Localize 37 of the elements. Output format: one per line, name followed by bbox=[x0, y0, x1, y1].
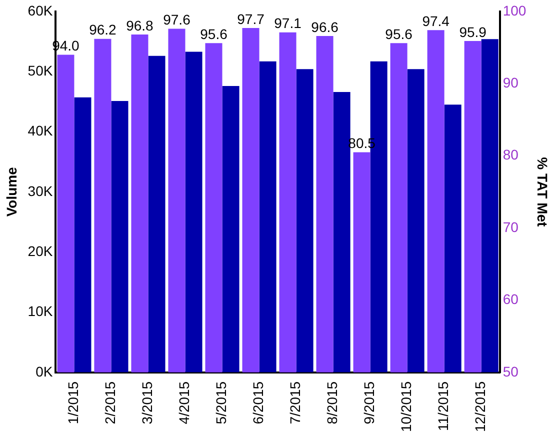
y2-tick-label: 80 bbox=[502, 146, 519, 163]
y-tick-label: 60K bbox=[28, 2, 54, 18]
x-tick-label: 7/2015 bbox=[287, 381, 304, 424]
data-label: 95.6 bbox=[200, 26, 228, 42]
y-tick-label: 50K bbox=[28, 62, 54, 78]
data-label: 95.9 bbox=[459, 24, 487, 40]
y-tick-label: 40K bbox=[28, 122, 54, 139]
data-label: 97.1 bbox=[274, 15, 302, 32]
x-tick-label: 6/2015 bbox=[250, 381, 266, 424]
x-tick-label: 1/2015 bbox=[65, 381, 82, 424]
y-axis-title: Volume bbox=[3, 166, 20, 217]
y-tick-label: 10K bbox=[28, 303, 54, 320]
data-label: 97.4 bbox=[422, 13, 450, 30]
x-tick-label: 4/2015 bbox=[176, 381, 192, 424]
data-label: 95.6 bbox=[385, 26, 413, 42]
y2-tick-label: 100 bbox=[502, 2, 526, 18]
data-label: 97.6 bbox=[163, 12, 191, 28]
x-tick-label: 5/2015 bbox=[213, 381, 230, 424]
data-label: 96.6 bbox=[311, 18, 339, 35]
data-label: 96.2 bbox=[89, 22, 117, 38]
y2-tick-label: 70 bbox=[502, 218, 519, 235]
data-label: 96.8 bbox=[126, 17, 154, 34]
y-tick-label: 0K bbox=[36, 363, 54, 380]
y-tick-label: 30K bbox=[28, 182, 54, 199]
y2-tick-label: 60 bbox=[502, 291, 519, 308]
x-tick-label: 11/2015 bbox=[435, 381, 452, 431]
x-tick-label: 9/2015 bbox=[361, 381, 378, 424]
y-tick-label: 20K bbox=[28, 242, 54, 259]
y2-tick-label: 50 bbox=[502, 363, 519, 380]
x-tick-label: 2/2015 bbox=[102, 381, 118, 424]
data-label: 97.7 bbox=[237, 10, 265, 27]
y2-tick-label: 90 bbox=[502, 74, 519, 90]
x-tick-label: 10/2015 bbox=[398, 381, 414, 432]
y2-axis-title: % TAT Met bbox=[534, 157, 551, 227]
x-tick-label: 3/2015 bbox=[139, 381, 156, 424]
x-tick-label: 8/2015 bbox=[324, 381, 340, 424]
x-tick-label: 12/2015 bbox=[472, 381, 488, 432]
